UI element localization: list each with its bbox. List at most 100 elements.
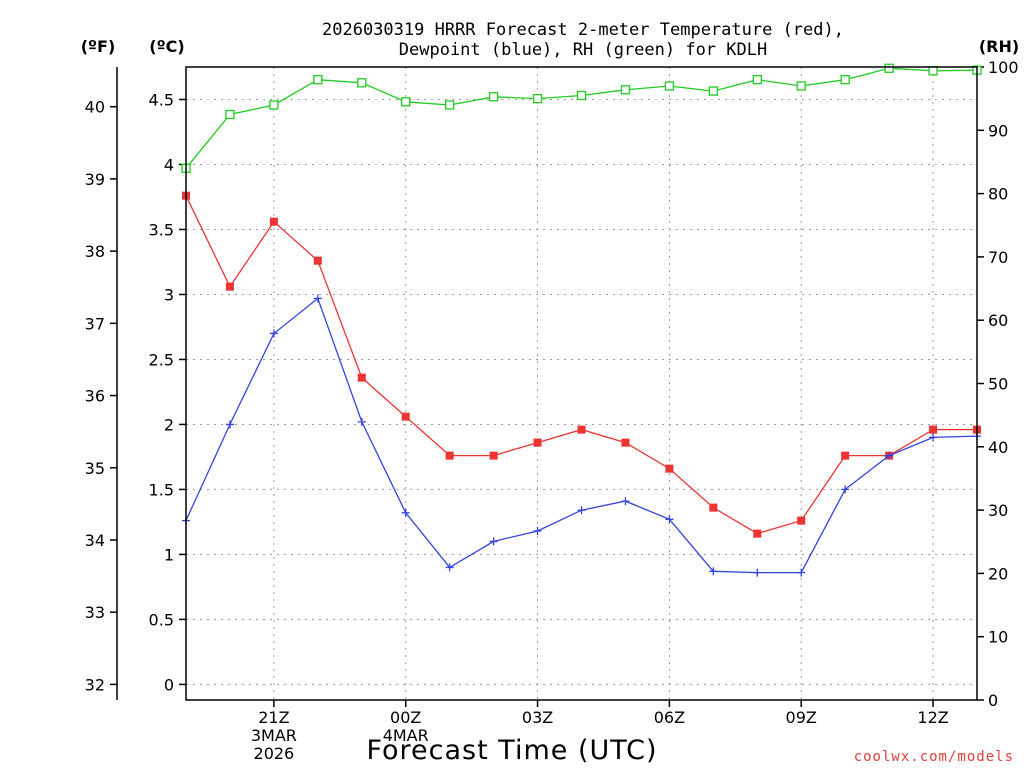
temperature-point: [489, 451, 498, 460]
dewpoint-point: [313, 294, 322, 303]
dewpoint-point: [753, 568, 762, 577]
dewpoint-point: [357, 417, 366, 426]
rh-tick-label: 0: [988, 691, 998, 710]
celsius-tick-label: 4: [164, 155, 174, 174]
fahrenheit-tick-label: 34: [85, 531, 105, 550]
dewpoint-point: [797, 568, 806, 577]
temperature-point: [269, 217, 278, 226]
x-axis-label: Forecast Time (UTC): [366, 735, 657, 766]
dewpoint-point: [225, 420, 234, 429]
fahrenheit-tick-label: 32: [85, 675, 105, 694]
temperature-point: [313, 256, 322, 265]
temperature-point: [401, 412, 410, 421]
rh-point: [884, 63, 894, 73]
temperature-point: [709, 503, 718, 512]
celsius-axis: 0 0.5 1 1.5 2 2.5 3 3.5 4 4.5: [149, 90, 186, 694]
rh-point: [269, 100, 279, 110]
fahrenheit-tick-label: 35: [85, 459, 105, 478]
dewpoint-point: [445, 563, 454, 572]
dewpoint-point: [533, 527, 542, 536]
temperature-point: [797, 516, 806, 525]
dewpoint-point: [709, 567, 718, 576]
rh-tick-label: 30: [988, 501, 1008, 520]
rh-point: [664, 81, 675, 91]
rh-tick-label: 20: [988, 564, 1008, 583]
series-lines: [181, 63, 982, 577]
x-tick-year: 2026: [254, 744, 295, 763]
x-tick-label: 00Z: [390, 708, 421, 727]
chart-title-line1: 2026030319 HRRR Forecast 2-meter Tempera…: [322, 20, 844, 40]
dewpoint-line: [185, 297, 978, 574]
temperature-point: [841, 451, 850, 460]
temperature-point: [753, 529, 762, 538]
fahrenheit-tick-label: 39: [85, 170, 105, 189]
temperature-line: [185, 195, 977, 535]
fahrenheit-tick-label: 33: [85, 603, 105, 622]
dewpoint-point: [401, 508, 410, 517]
rh-point: [225, 109, 235, 120]
rh-tick-label: 70: [988, 248, 1008, 267]
rh-tick-label: 60: [988, 311, 1008, 330]
rh-point: [313, 75, 323, 85]
rh-point: [576, 90, 587, 101]
rh-tick-label: 100: [988, 58, 1019, 77]
dewpoint-point: [665, 515, 674, 524]
fahrenheit-tick-label: 40: [85, 98, 105, 117]
x-tick-date: 4MAR: [383, 726, 429, 745]
rh-tick-label: 40: [988, 438, 1008, 457]
rh-point: [928, 66, 938, 76]
fahrenheit-axis: 32 33 34 35 36 37 38 39 40: [85, 67, 118, 700]
temperature-point: [665, 464, 674, 473]
temperature-point: [621, 438, 630, 447]
celsius-tick-label: 3.5: [149, 220, 174, 239]
rh-point: [752, 75, 762, 85]
fahrenheit-tick-label: 37: [85, 314, 105, 333]
dewpoint-point: [489, 537, 498, 546]
rh-point: [532, 94, 543, 104]
celsius-tick-label: 2.5: [149, 350, 174, 369]
rh-point: [401, 97, 411, 107]
celsius-axis-label: (ºC): [149, 37, 184, 56]
x-tick-label: 09Z: [786, 708, 817, 727]
x-tick-label: 03Z: [522, 708, 553, 727]
fahrenheit-tick-label: 38: [85, 242, 105, 261]
temperature-point: [929, 425, 938, 434]
rh-tick-label: 50: [988, 375, 1008, 394]
watermark: coolwx.com/models: [854, 749, 1014, 765]
rh-point: [840, 75, 850, 85]
temperature-point: [225, 282, 234, 291]
dewpoint-point: [269, 329, 278, 338]
rh-tick-label: 10: [988, 628, 1008, 647]
temperature-point: [533, 438, 542, 447]
celsius-tick-label: 0.5: [149, 610, 174, 629]
grid-lines: [186, 67, 977, 700]
rh-line: [185, 67, 978, 169]
fahrenheit-axis-label: (ºF): [81, 37, 116, 56]
fahrenheit-tick-label: 36: [85, 387, 105, 406]
rh-tick-label: 80: [988, 185, 1008, 204]
dewpoint-point: [929, 433, 938, 442]
dewpoint-point: [841, 485, 850, 494]
x-tick-date: 3MAR: [251, 726, 297, 745]
rh-point: [620, 85, 631, 95]
rh-point: [488, 92, 499, 102]
chart-title-line2: Dewpoint (blue), RH (green) for KDLH: [399, 40, 767, 60]
rh-point: [357, 78, 367, 88]
rh-axis-label: (RH): [979, 37, 1019, 56]
x-tick-label: 21Z: [258, 708, 289, 727]
rh-point: [708, 86, 718, 96]
rh-point: [445, 100, 455, 110]
dewpoint-point: [885, 451, 894, 460]
celsius-tick-label: 3: [164, 285, 174, 304]
temperature-point: [357, 373, 366, 382]
celsius-tick-label: 0: [164, 675, 174, 694]
rh-point: [796, 81, 806, 91]
celsius-tick-label: 2: [164, 415, 174, 434]
x-tick-label: 12Z: [917, 708, 948, 727]
temperature-point: [577, 425, 586, 434]
celsius-tick-label: 1: [164, 545, 174, 564]
temperature-point: [445, 451, 454, 460]
celsius-tick-label: 4.5: [149, 90, 174, 109]
celsius-tick-label: 1.5: [149, 480, 174, 499]
